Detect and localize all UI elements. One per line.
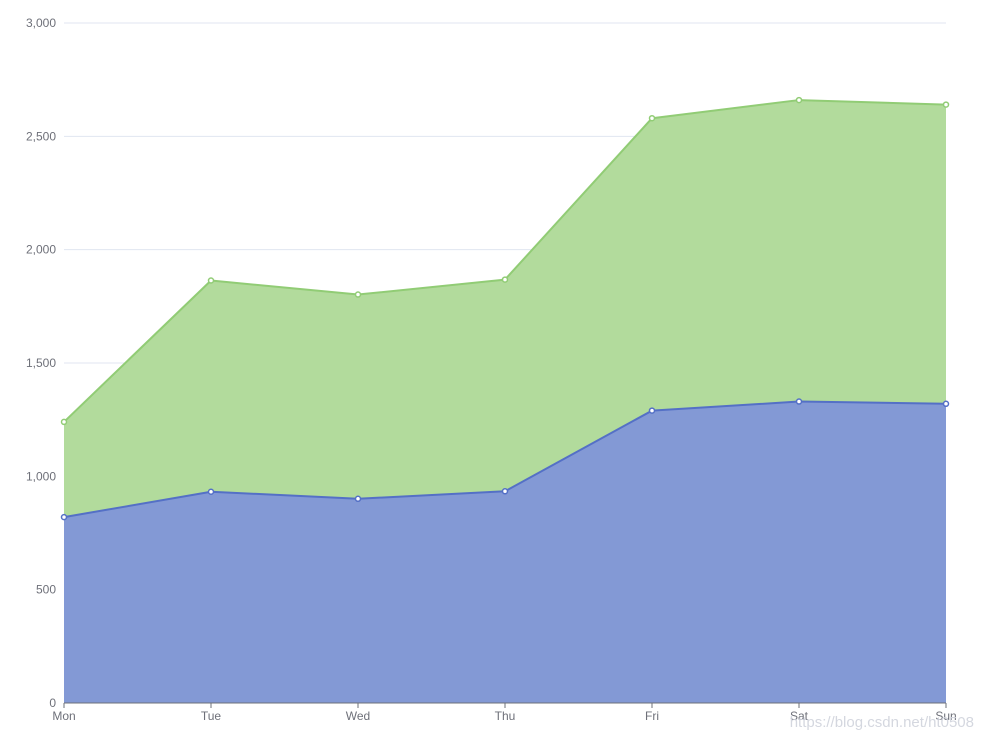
- series-2-point: [354, 291, 362, 298]
- x-tick-label: Mon: [52, 709, 75, 723]
- y-tick-label: 1,000: [26, 469, 56, 483]
- x-tick-label: Fri: [645, 709, 659, 723]
- axis-layer: 0 500 1,000 1,500 2,000 2,500 3,000 Mon Tue Wed Th…: [26, 16, 957, 723]
- series-2-point: [207, 277, 215, 284]
- series-1-point: [795, 398, 803, 405]
- series-2-point: [501, 276, 509, 283]
- watermark-text: https://blog.csdn.net/ht0508: [790, 714, 974, 731]
- y-tick-label: 2,500: [26, 129, 56, 143]
- series-1-area: [64, 401, 946, 703]
- series-1-point: [207, 488, 215, 495]
- y-tick-label: 0: [49, 696, 56, 710]
- point-layer: [60, 96, 950, 521]
- series-2-point: [942, 101, 950, 108]
- x-tick-label: Tue: [201, 709, 222, 723]
- area-layer: [64, 100, 946, 703]
- x-tick-label: Wed: [346, 709, 370, 723]
- x-tick-label: Sat: [790, 709, 809, 723]
- y-tick-label: 3,000: [26, 16, 56, 30]
- y-tick-label: 1,500: [26, 356, 56, 370]
- y-tick-label: 2,000: [26, 243, 56, 257]
- series-1-point: [60, 513, 68, 521]
- series-1-point: [648, 407, 656, 414]
- x-tick-label: Sun: [935, 709, 956, 723]
- series-1-point: [354, 495, 362, 503]
- series-1-point: [501, 488, 509, 495]
- series-2-point: [648, 114, 656, 122]
- series-1-point: [942, 400, 950, 408]
- series-2-point: [60, 418, 68, 426]
- series-2-point: [795, 96, 803, 104]
- x-tick-label: Thu: [495, 709, 516, 723]
- y-tick-label: 500: [36, 583, 56, 597]
- series-2-area: [64, 100, 946, 518]
